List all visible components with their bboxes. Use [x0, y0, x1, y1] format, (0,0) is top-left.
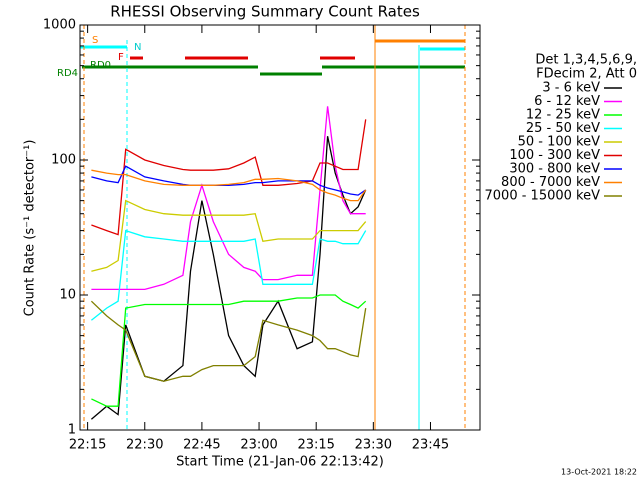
- series-line: [91, 106, 366, 291]
- series-line: [91, 165, 367, 196]
- legend-label: 7000 - 15000 keV: [485, 189, 601, 204]
- y-tick-label: 1000: [43, 18, 76, 33]
- legend-label: 25 - 50 keV: [526, 121, 600, 136]
- legend-label: 50 - 100 keV: [518, 135, 601, 150]
- x-tick-label: 23:30: [355, 438, 392, 453]
- flag-label: N: [134, 42, 141, 53]
- legend-label: 300 - 800 keV: [509, 162, 600, 177]
- legend-header: FDecim 2, Att 0: [536, 67, 637, 82]
- series-line: [91, 199, 367, 272]
- legend-label: 6 - 12 keV: [534, 94, 600, 109]
- legend-label: 3 - 6 keV: [542, 81, 600, 96]
- y-tick-label: 1: [68, 423, 76, 438]
- series-line: [90, 300, 367, 382]
- x-tick-label: 23:45: [412, 438, 449, 453]
- chart-title: RHESSI Observing Summary Count Rates: [110, 3, 420, 21]
- legend-label: 100 - 300 keV: [509, 148, 600, 163]
- plot-frame: [79, 24, 481, 431]
- footer: 13-Oct-2021 18:22: [561, 468, 637, 477]
- flag-bars: S N F RD0 RD4: [57, 25, 466, 430]
- series-line: [91, 119, 367, 236]
- legend-label: 12 - 25 keV: [526, 108, 600, 123]
- series-line: [91, 169, 367, 202]
- x-tick-label: 22:15: [69, 438, 106, 453]
- y-tick-label: 100: [51, 153, 76, 168]
- flag-label: F: [118, 52, 124, 63]
- x-tick-label: 22:30: [126, 438, 163, 453]
- x-tick-label: 23:00: [240, 438, 277, 453]
- flag-label: RD4: [57, 68, 78, 79]
- y-tick-label: 10: [59, 288, 76, 303]
- flag-label: RD0: [90, 60, 111, 71]
- x-tick-label: 23:15: [297, 438, 334, 453]
- legend-header: Det 1,3,4,5,6,9,: [535, 53, 637, 68]
- x-axis-label: Start Time (21-Jan-06 22:13:42): [176, 455, 384, 470]
- series-line: [90, 229, 367, 321]
- legend-label: 800 - 7000 keV: [501, 175, 600, 190]
- series-line: [90, 136, 367, 420]
- series-line: [91, 294, 367, 407]
- flag-label: S: [92, 35, 98, 46]
- x-tick-label: 22:45: [183, 438, 220, 453]
- y-axis-label: Count Rate (s⁻¹ detector⁻¹): [23, 140, 38, 317]
